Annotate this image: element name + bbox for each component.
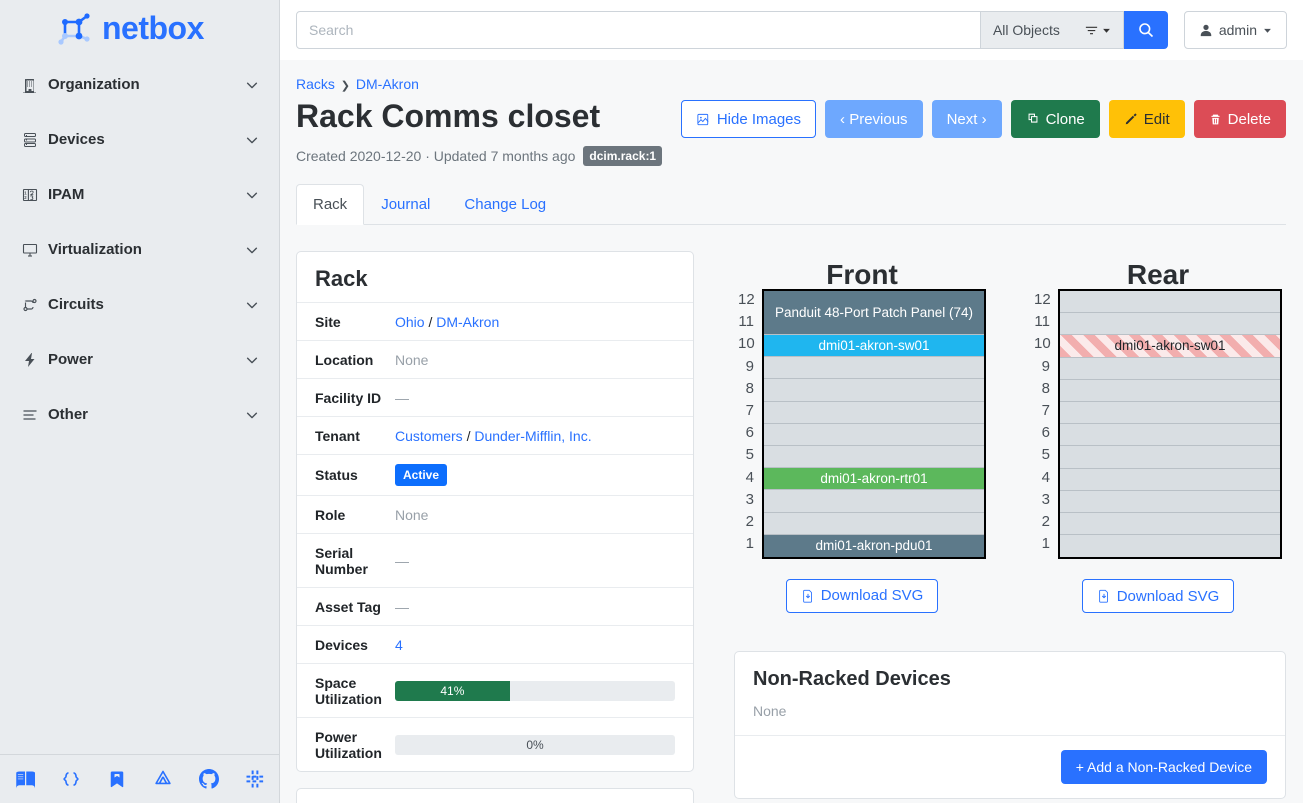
svg-text:2: 2 [24, 194, 27, 199]
